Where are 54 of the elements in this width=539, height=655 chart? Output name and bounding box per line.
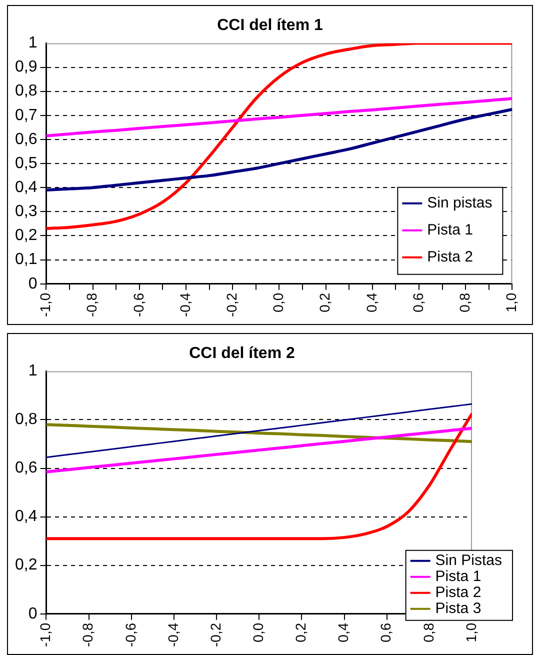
x-tick-label: 0,2 — [292, 622, 309, 642]
x-tick-label: 1,0 — [462, 622, 479, 642]
y-tick-label: 0,3 — [14, 203, 38, 220]
y-tick-label: 0,2 — [14, 556, 38, 574]
y-tick-label: 0,4 — [14, 179, 38, 196]
line-series — [46, 426, 472, 474]
x-tick-label: 1,0 — [503, 292, 520, 312]
x-tick-label: 0,4 — [335, 622, 352, 642]
legend-label: Pista 2 — [427, 248, 474, 266]
x-tick-label: -1,0 — [37, 622, 54, 647]
y-tick-label: 0 — [28, 605, 38, 622]
x-tick-label: 0,4 — [363, 292, 380, 312]
y-tick-label: 0,9 — [14, 58, 38, 76]
line-series — [46, 412, 472, 540]
y-tick-label: 0,7 — [14, 106, 38, 124]
line-series — [46, 403, 472, 458]
legend-label: Sin Pistas — [435, 552, 502, 570]
x-tick-label: -0,6 — [122, 622, 138, 647]
legend-label: Sin pistas — [427, 194, 492, 212]
y-tick-label: 0,8 — [14, 411, 38, 428]
y-tick-label: 0,1 — [14, 251, 38, 268]
x-tick-label: -0,2 — [223, 292, 240, 317]
x-tick-label: 0,8 — [420, 622, 436, 642]
x-tick-label: 0,0 — [250, 622, 266, 642]
y-tick-label: 0 — [28, 275, 38, 292]
chart-title: CCI del ítem 1 — [217, 17, 323, 34]
x-tick-label: -0,8 — [84, 292, 100, 317]
y-tick-label: 0,2 — [14, 227, 38, 244]
y-tick-label: 0,4 — [14, 508, 38, 526]
x-tick-label: -0,4 — [164, 622, 181, 647]
x-tick-label: -1,0 — [37, 292, 54, 317]
legend-label: Pista 3 — [435, 600, 482, 618]
chart-title: CCI del ítem 2 — [189, 345, 295, 362]
x-tick-label: -0,4 — [176, 292, 193, 317]
y-tick-label: 0,8 — [14, 82, 38, 100]
x-tick-label: -0,6 — [130, 292, 146, 317]
y-tick-label: 0,5 — [14, 154, 38, 172]
legend-label: Pista 1 — [427, 222, 474, 239]
legend-label: Pista 2 — [435, 584, 482, 602]
line-series — [46, 108, 512, 192]
x-tick-label: 0,8 — [456, 292, 472, 312]
x-tick-label: 0,6 — [378, 622, 394, 642]
line-series — [46, 97, 512, 138]
y-tick-label: 0,6 — [14, 130, 38, 148]
y-tick-label: 1 — [28, 362, 38, 380]
x-tick-label: 0,0 — [270, 292, 286, 312]
x-tick-label: -0,8 — [80, 622, 96, 647]
y-tick-label: 1 — [28, 34, 38, 52]
x-tick-label: 0,2 — [316, 292, 333, 312]
x-tick-label: -0,2 — [207, 622, 224, 647]
legend-label: Pista 1 — [435, 568, 482, 586]
x-tick-label: 0,6 — [410, 292, 426, 312]
y-tick-label: 0,6 — [14, 460, 38, 477]
line-series — [46, 423, 472, 444]
